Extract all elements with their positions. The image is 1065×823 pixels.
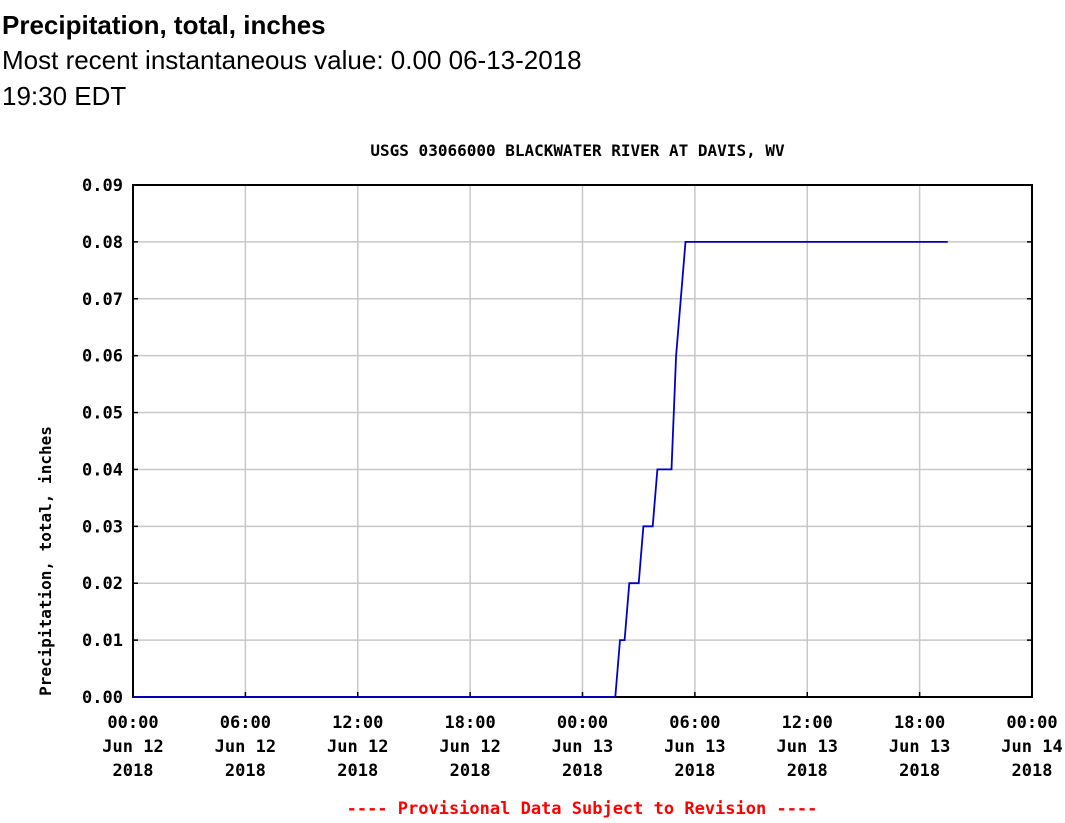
x-tick-label: 2018 — [899, 761, 940, 781]
x-tick-label: 12:00 — [782, 713, 833, 733]
x-tick-label: 00:00 — [557, 713, 608, 733]
x-tick-label: Jun 13 — [552, 737, 613, 757]
x-tick-label: 06:00 — [669, 713, 720, 733]
x-tick-label: 06:00 — [220, 713, 271, 733]
y-tick-label: 0.02 — [82, 574, 123, 594]
x-tick-label: 2018 — [225, 761, 266, 781]
x-tick-label: Jun 13 — [664, 737, 725, 757]
x-tick-label: 18:00 — [445, 713, 496, 733]
chart-title: USGS 03066000 BLACKWATER RIVER AT DAVIS,… — [370, 141, 785, 160]
x-tick-label: Jun 13 — [777, 737, 838, 757]
x-tick-label: Jun 12 — [215, 737, 276, 757]
y-axis-label: Precipitation, total, inches — [36, 426, 55, 696]
x-tick-label: 2018 — [450, 761, 491, 781]
provisional-data-note: ---- Provisional Data Subject to Revisio… — [347, 799, 818, 819]
precipitation-chart: 0.00 0.01 0.02 0.03 0.04 0.05 0.06 0.07 0.08 0.09… — [36, 141, 1063, 819]
x-tick-label: 2018 — [113, 761, 154, 781]
y-tick-label: 0.01 — [82, 631, 123, 651]
y-tick-label: 0.00 — [82, 688, 123, 708]
most-recent-value: Most recent instantaneous value: 0.00 06… — [2, 42, 642, 114]
x-tick-label: 12:00 — [332, 713, 383, 733]
x-tick-label: 00:00 — [1006, 713, 1057, 733]
parameter-title: Precipitation, total, inches — [2, 10, 326, 40]
x-tick-label: 2018 — [337, 761, 378, 781]
x-tick-label: 2018 — [674, 761, 715, 781]
x-tick-label: 2018 — [1012, 761, 1053, 781]
most-recent-label: Most recent instantaneous value: — [2, 45, 384, 75]
page-heading: Precipitation, total, inches Most recent… — [2, 8, 642, 114]
y-tick-label: 0.07 — [82, 290, 123, 310]
precipitation-series-line — [133, 241, 948, 698]
x-tick-label: Jun 12 — [102, 737, 163, 757]
y-tick-label: 0.03 — [82, 517, 123, 537]
x-tick-label: 2018 — [787, 761, 828, 781]
y-tick-label: 0.06 — [82, 347, 123, 367]
x-tick-label: Jun 12 — [327, 737, 388, 757]
x-tick-label: Jun 13 — [889, 737, 950, 757]
x-tick-label: 2018 — [562, 761, 603, 781]
most-recent-datetime: 06-13-2018 19:30 EDT — [2, 45, 604, 111]
y-tick-label: 0.09 — [82, 176, 123, 196]
most-recent-number: 0.00 — [390, 45, 442, 75]
y-tick-label: 0.04 — [82, 460, 123, 480]
y-tick-label: 0.08 — [82, 233, 123, 253]
x-tick-label: 00:00 — [107, 713, 158, 733]
x-tick-label: 18:00 — [894, 713, 945, 733]
y-tick-label: 0.05 — [82, 404, 123, 424]
x-tick-label: Jun 14 — [1001, 737, 1062, 757]
x-tick-label: Jun 12 — [439, 737, 500, 757]
